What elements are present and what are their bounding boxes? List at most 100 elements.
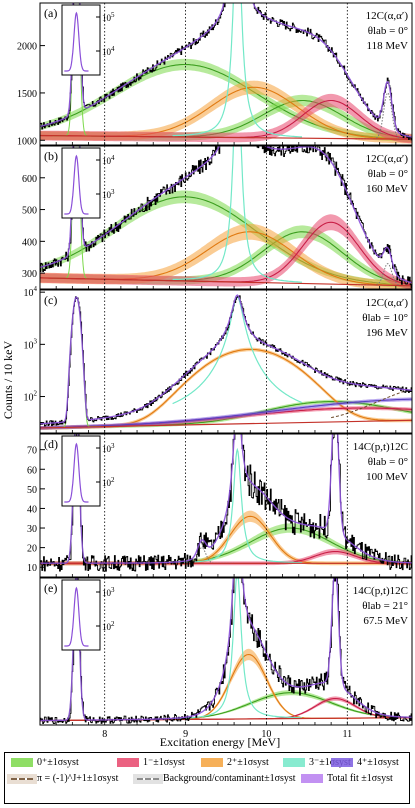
hoyle-component-line bbox=[52, 296, 101, 429]
y-tick-label: 500 bbox=[22, 206, 37, 217]
component-1minus-band bbox=[40, 93, 412, 144]
component-4plus-line bbox=[40, 398, 412, 429]
panel-frame bbox=[39, 577, 413, 726]
reaction-label: 14C(p,t)12C bbox=[353, 441, 408, 453]
inset-tick-label: 102 bbox=[102, 476, 115, 488]
inset-peak-line bbox=[64, 442, 89, 503]
component-1minus-band bbox=[40, 696, 412, 721]
y-tick-label: 40 bbox=[27, 504, 37, 515]
component-0plus-b-band bbox=[40, 225, 412, 289]
legend-item: 0⁺±1σsyst bbox=[11, 757, 79, 768]
legend-item: π = (-1)^J+1±1σsyst bbox=[11, 773, 118, 784]
reaction-label: 12C(α,α′) bbox=[366, 10, 409, 22]
inset-tick-label: 104 bbox=[102, 45, 115, 57]
energy-label: 196 MeV bbox=[366, 327, 408, 339]
legend-label: Total fit ±1σsyst bbox=[327, 773, 393, 784]
total-fit-line bbox=[40, 294, 412, 425]
energy-label: 100 MeV bbox=[366, 471, 408, 483]
y-tick-label: 60 bbox=[27, 465, 37, 476]
panel-1: 300 400 500 600 (b) 104 103 12C(α,α′) θlab = 0° 1… bbox=[22, 145, 413, 290]
panel-plot-area bbox=[40, 294, 412, 430]
y-tick-label: 20 bbox=[27, 544, 37, 555]
energy-label: 118 MeV bbox=[367, 40, 409, 52]
legend-item: 2⁺±1σsyst bbox=[201, 757, 269, 768]
component-3minus-line bbox=[172, 3, 302, 138]
total-fit-line bbox=[40, 3, 412, 138]
data-histogram bbox=[40, 3, 412, 141]
panel-label: (e) bbox=[44, 581, 57, 595]
panel-frame bbox=[39, 2, 413, 146]
legend-label: 2⁺±1σsyst bbox=[227, 757, 269, 768]
legend-label: Background/contaminant±1σsyst bbox=[163, 773, 296, 784]
panel-2: 102 103 104 (c) 12C(α,α′) θlab = 10° 196 MeV bbox=[24, 285, 413, 434]
y-tick-label: 70 bbox=[27, 446, 37, 457]
component-2plus-band bbox=[40, 223, 412, 289]
y-tick-label: 1500 bbox=[17, 89, 37, 100]
inset-tick-label: 103 bbox=[102, 188, 115, 200]
panel-4: (e) 103 102 14C(p,t)12C θlab = 21° 67.5 MeV bbox=[39, 577, 413, 726]
legend-item: 1⁻±1σsyst bbox=[117, 757, 185, 768]
reaction-label: 12C(α,α′) bbox=[366, 297, 409, 309]
y-axis-label: Counts / 10 keV bbox=[1, 341, 15, 420]
x-axis-label: Excitation energy [MeV] bbox=[160, 735, 280, 749]
y-tick-label: 103 bbox=[24, 337, 38, 351]
y-tick-label: 10 bbox=[27, 563, 37, 574]
panel-label: (d) bbox=[44, 437, 58, 451]
legend-swatch-parity bbox=[11, 777, 33, 780]
legend-label: 4⁺±1σsyst bbox=[357, 757, 399, 768]
x-tick-label: 8 bbox=[102, 729, 107, 740]
legend-item: Background/contaminant±1σsyst bbox=[137, 773, 296, 784]
inset-tick-label: 104 bbox=[102, 154, 115, 166]
legend-swatch-total bbox=[301, 774, 323, 783]
energy-label: 160 MeV bbox=[366, 183, 408, 195]
angle-label: θlab = 0° bbox=[368, 456, 408, 468]
y-tick-label: 2000 bbox=[17, 42, 37, 53]
inset-tick-label: 103 bbox=[102, 586, 115, 598]
panel-0: 1000 1500 2000 (a) 105 104 12C(α,α′) θlab = 0° 1… bbox=[17, 2, 413, 147]
y-tick-label: 30 bbox=[27, 524, 37, 535]
panel-3: 10 20 30 40 50 60 70 (d) 103 102 14C(p,t)12C θlab =… bbox=[27, 433, 413, 578]
component-3minus-line bbox=[172, 578, 302, 720]
component-3minus-line bbox=[172, 146, 302, 283]
y-tick-label: 300 bbox=[22, 269, 37, 280]
angle-label: θlab = 21° bbox=[362, 600, 408, 612]
y-tick-label: 1000 bbox=[17, 136, 37, 147]
angle-label: θlab = 0° bbox=[368, 25, 408, 37]
legend-swatch-0plus bbox=[11, 758, 33, 767]
inset-tick-label: 105 bbox=[102, 11, 115, 23]
total-fit-line bbox=[40, 146, 412, 284]
legend-label: π = (-1)^J+1±1σsyst bbox=[37, 773, 119, 784]
reaction-label: 14C(p,t)12C bbox=[353, 585, 408, 597]
x-tick-label: 11 bbox=[342, 729, 352, 740]
panel-frame bbox=[39, 289, 413, 434]
component-2plus-band bbox=[40, 510, 412, 566]
legend-label: 1⁻±1σsyst bbox=[143, 757, 185, 768]
total-fit-line bbox=[40, 578, 412, 722]
component-1minus-band bbox=[40, 214, 412, 289]
legend-label: 3⁻±1σsyst bbox=[309, 757, 351, 768]
y-tick-label: 104 bbox=[24, 285, 38, 299]
panel-plot-area bbox=[40, 3, 412, 144]
panel-plot-area bbox=[40, 578, 412, 724]
inset-tick-label: 102 bbox=[102, 620, 115, 632]
background-line bbox=[40, 134, 412, 140]
angle-label: θlab = 10° bbox=[362, 312, 408, 324]
legend-item: 3⁻±1σsyst bbox=[283, 757, 351, 768]
legend: 0⁺±1σsyst 1⁻±1σsyst 2⁺±1σsyst 3⁻±1σsyst … bbox=[4, 752, 410, 804]
total-fit-line bbox=[40, 434, 412, 564]
panel-frame bbox=[39, 145, 413, 290]
panel-label: (c) bbox=[44, 293, 57, 307]
energy-label: 67.5 MeV bbox=[363, 615, 408, 627]
legend-item: Total fit ±1σsyst bbox=[301, 773, 393, 784]
legend-item: 4⁺±1σsyst bbox=[331, 757, 399, 768]
angle-label: θlab = 0° bbox=[368, 168, 408, 180]
panel-label: (b) bbox=[44, 149, 58, 163]
panel-label: (a) bbox=[44, 6, 57, 20]
data-histogram bbox=[40, 146, 412, 289]
y-tick-label: 600 bbox=[22, 174, 37, 185]
legend-swatch-4plus bbox=[331, 758, 353, 767]
component-parity-line bbox=[331, 388, 412, 419]
y-tick-label: 50 bbox=[27, 485, 37, 496]
legend-swatch-1minus bbox=[117, 758, 139, 767]
